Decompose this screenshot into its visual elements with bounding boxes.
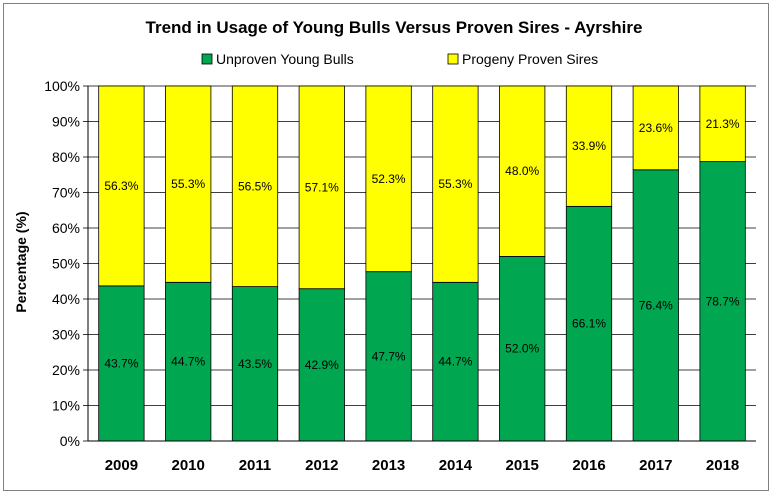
x-tick-label-2017: 2017 bbox=[639, 457, 672, 474]
x-tick-label-2012: 2012 bbox=[305, 457, 338, 474]
data-label-1-2012: 57.1% bbox=[305, 180, 339, 194]
bar-unproven-young-bulls-2016 bbox=[565, 205, 613, 442]
y-tick-label-2: 20% bbox=[52, 362, 80, 378]
y-tick-label-0: 0% bbox=[60, 433, 80, 449]
data-labels: 43.7% 56.3% 44.7% 55.3% 43.5% 56.5% 42.9% 57.1%… bbox=[104, 117, 740, 372]
axes bbox=[87, 86, 756, 442]
x-tick-label-2009: 2009 bbox=[105, 457, 138, 474]
data-label-0-2011: 43.5% bbox=[238, 357, 272, 371]
bar-progeny-proven-sires-2018 bbox=[699, 85, 746, 163]
legend-label-1: Progeny Proven Sires bbox=[462, 51, 598, 67]
data-label-1-2016: 33.9% bbox=[572, 139, 606, 153]
bar-progeny-proven-sires-2014 bbox=[432, 85, 479, 283]
x-tick-label-2016: 2016 bbox=[572, 457, 605, 474]
y-tick-label-1: 10% bbox=[52, 398, 80, 414]
chart-title: Trend in Usage of Young Bulls Versus Pro… bbox=[146, 18, 643, 37]
legend-label-0: Unproven Young Bulls bbox=[216, 51, 354, 67]
y-tick-label-8: 80% bbox=[52, 149, 80, 165]
x-tick-label-2018: 2018 bbox=[706, 457, 739, 474]
bar-progeny-proven-sires-2012 bbox=[298, 85, 345, 290]
legend-swatch-1 bbox=[447, 53, 459, 65]
y-tick-label-9: 90% bbox=[52, 114, 80, 130]
y-tick-label-3: 30% bbox=[52, 327, 80, 343]
data-label-0-2018: 78.7% bbox=[706, 294, 740, 308]
y-tick-labels: 0% 10% 20% 30% 40% 50% 60% 70% 80% 90% 100% bbox=[44, 78, 80, 449]
chart-svg: Trend in Usage of Young Bulls Versus Pro… bbox=[13, 18, 756, 474]
x-tick-label-2013: 2013 bbox=[372, 457, 405, 474]
x-tick-label-2011: 2011 bbox=[239, 457, 272, 474]
data-label-1-2017: 23.6% bbox=[639, 121, 673, 135]
bar-progeny-proven-sires-2015 bbox=[499, 85, 546, 257]
data-label-1-2010: 55.3% bbox=[171, 177, 205, 191]
data-label-1-2018: 21.3% bbox=[706, 117, 740, 131]
data-label-1-2009: 56.3% bbox=[104, 179, 138, 193]
bar-unproven-young-bulls-2017 bbox=[632, 169, 679, 442]
y-tick-label-5: 50% bbox=[52, 256, 80, 272]
bar-progeny-proven-sires-2010 bbox=[165, 85, 212, 283]
y-tick-label-4: 40% bbox=[52, 291, 80, 307]
data-label-0-2016: 66.1% bbox=[572, 317, 606, 331]
data-label-1-2014: 55.3% bbox=[438, 177, 472, 191]
data-label-1-2011: 56.5% bbox=[238, 179, 272, 193]
bar-unproven-young-bulls-2013 bbox=[365, 271, 412, 442]
data-label-0-2010: 44.7% bbox=[171, 355, 205, 369]
y-tick-label-6: 60% bbox=[52, 220, 80, 236]
data-label-0-2012: 42.9% bbox=[305, 358, 339, 372]
data-label-1-2013: 52.3% bbox=[372, 172, 406, 186]
bar-progeny-proven-sires-2017 bbox=[632, 85, 679, 171]
data-label-0-2015: 52.0% bbox=[505, 342, 539, 356]
bar-progeny-proven-sires-2009 bbox=[98, 85, 145, 287]
legend: Unproven Young Bulls Progeny Proven Sires bbox=[201, 51, 598, 67]
data-label-0-2009: 43.7% bbox=[104, 356, 138, 370]
legend-swatch-0 bbox=[201, 53, 213, 65]
y-tick-label-10: 100% bbox=[44, 78, 80, 94]
bars bbox=[98, 85, 746, 442]
x-tick-label-2015: 2015 bbox=[506, 457, 539, 474]
y-tick-label-7: 70% bbox=[52, 185, 80, 201]
data-label-0-2013: 47.7% bbox=[372, 349, 406, 363]
data-label-0-2014: 44.7% bbox=[438, 355, 472, 369]
bar-unproven-young-bulls-2011 bbox=[231, 286, 279, 442]
data-label-1-2015: 48.0% bbox=[505, 164, 539, 178]
bar-progeny-proven-sires-2016 bbox=[565, 85, 613, 207]
bar-progeny-proven-sires-2011 bbox=[231, 85, 279, 287]
x-tick-label-2014: 2014 bbox=[439, 457, 473, 474]
data-label-0-2017: 76.4% bbox=[639, 298, 673, 312]
bar-unproven-young-bulls-2009 bbox=[98, 285, 145, 442]
chart-frame: Trend in Usage of Young Bulls Versus Pro… bbox=[3, 3, 769, 491]
bar-unproven-young-bulls-2012 bbox=[298, 288, 345, 442]
x-tick-label-2010: 2010 bbox=[172, 457, 205, 474]
bar-progeny-proven-sires-2013 bbox=[365, 85, 412, 273]
x-tick-labels: 2009 2010 2011 2012 2013 2014 2015 2016 2017 2018 bbox=[105, 457, 740, 474]
y-axis-label: Percentage (%) bbox=[13, 211, 29, 312]
